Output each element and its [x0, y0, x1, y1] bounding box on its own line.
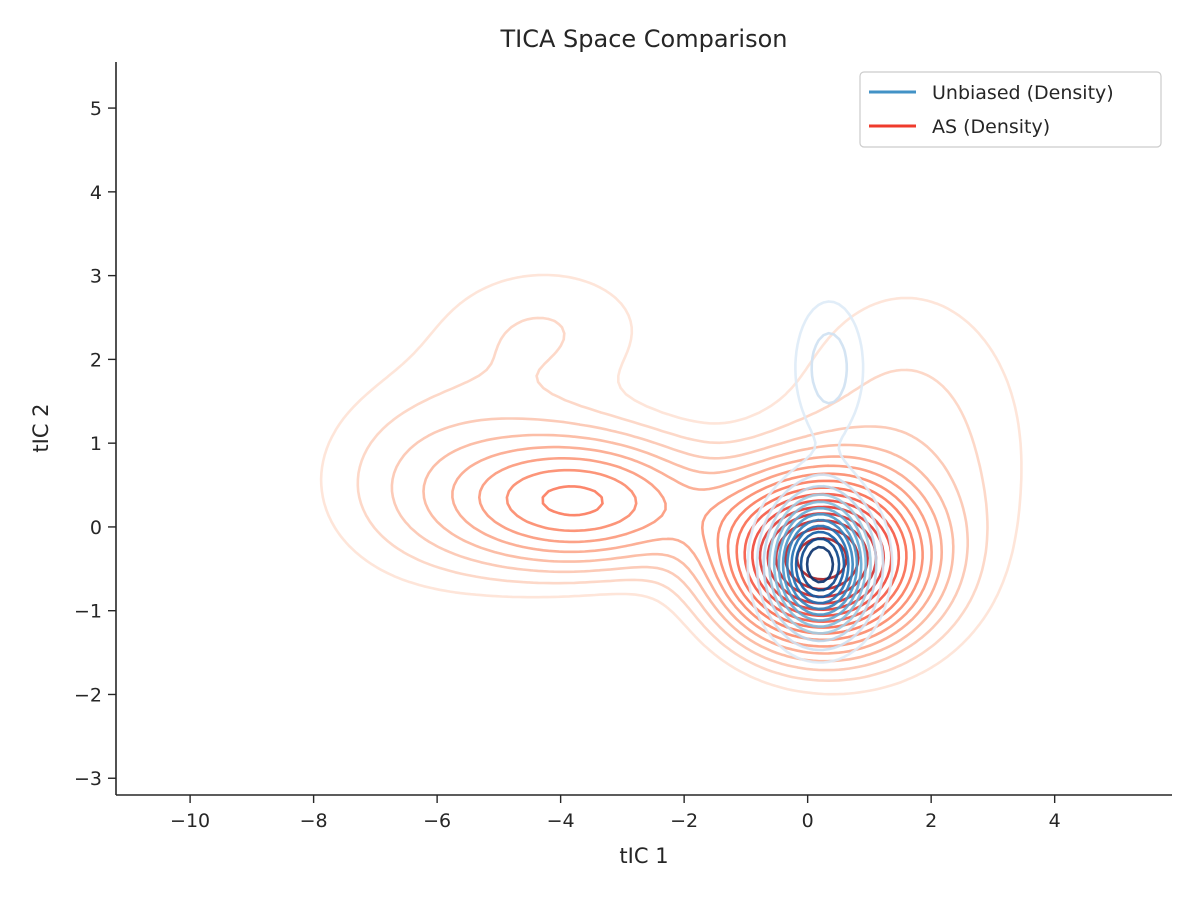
- contour-line-unbiased: [786, 518, 854, 611]
- y-axis-label: tIC 2: [29, 403, 53, 452]
- contour-line-unbiased: [790, 524, 850, 605]
- contour-line-as: [743, 492, 901, 623]
- x-tick-label: 4: [1049, 810, 1061, 832]
- x-tick-label: −6: [423, 810, 451, 832]
- contour-layer: [319, 273, 1023, 696]
- x-tick-label: 0: [802, 810, 814, 832]
- x-tick-label: −8: [300, 810, 328, 832]
- x-tick-label: −4: [547, 810, 575, 832]
- y-tick-label: −2: [74, 684, 102, 706]
- y-tick-label: 2: [90, 349, 102, 371]
- legend: Unbiased (Density) AS (Density): [859, 71, 1162, 148]
- contour-line-as: [356, 316, 989, 682]
- contour-line-unbiased: [762, 484, 878, 643]
- y-tick-label: 5: [90, 98, 102, 120]
- legend-frame: [859, 71, 1162, 148]
- contour-line-unbiased: [777, 506, 863, 622]
- contour-line-as: [422, 433, 955, 663]
- x-axis-label: tIC 1: [619, 844, 668, 868]
- legend-label-unbiased: Unbiased (Density): [932, 82, 1114, 104]
- contour-group-unbiased: [746, 300, 894, 664]
- contour-line-unbiased: [794, 530, 846, 599]
- y-tick-label: 4: [90, 182, 102, 204]
- y-tick-label: −3: [74, 768, 102, 790]
- contour-line-unbiased: [781, 512, 859, 616]
- x-tick-label: 2: [925, 810, 937, 832]
- x-tick-label: −10: [170, 810, 210, 832]
- contour-line-as: [319, 273, 1023, 696]
- y-tick-label: 3: [90, 266, 102, 288]
- x-tick-label: −2: [670, 810, 698, 832]
- legend-label-as: AS (Density): [932, 116, 1050, 138]
- contour-line-unbiased: [755, 331, 885, 652]
- y-tick-label: −1: [74, 601, 102, 623]
- contour-line-unbiased: [772, 500, 867, 628]
- chart-title: TICA Space Comparison: [499, 25, 787, 53]
- contour-line-unbiased: [768, 493, 872, 635]
- contour-line-unbiased: [746, 300, 894, 664]
- contour-line-unbiased: [805, 545, 835, 584]
- y-tick-label: 0: [90, 517, 102, 539]
- contour-line-as: [451, 445, 943, 655]
- contour-line-unbiased: [799, 537, 841, 592]
- contour-line-as: [390, 417, 969, 672]
- y-tick-label: 1: [90, 433, 102, 455]
